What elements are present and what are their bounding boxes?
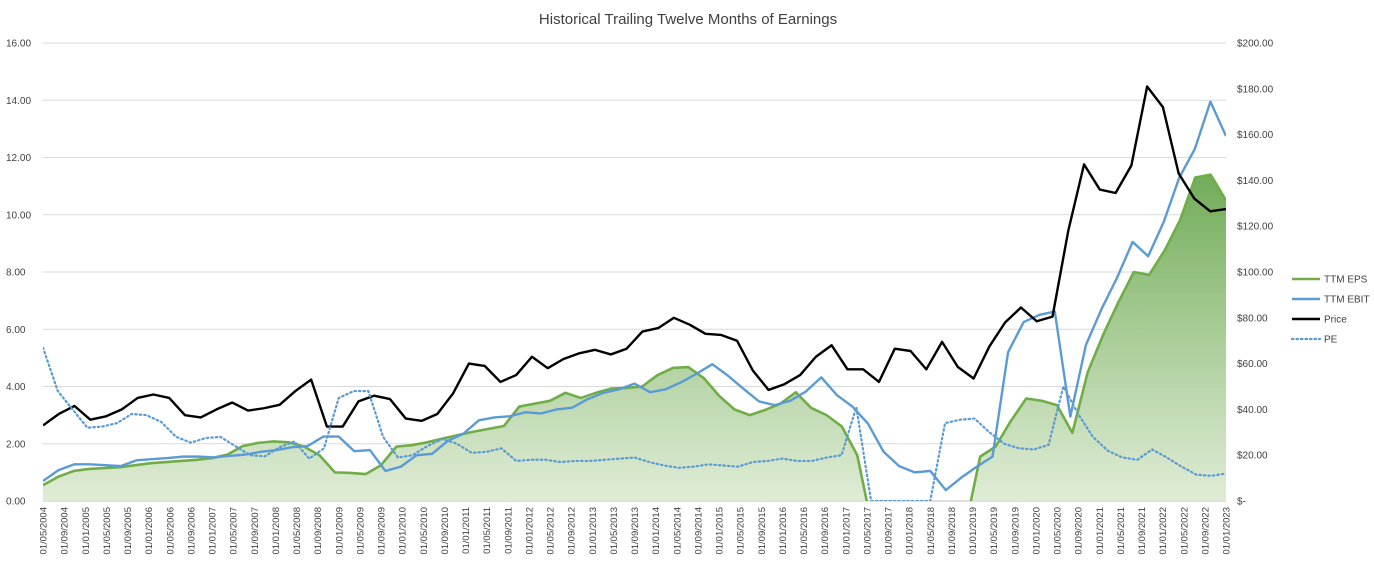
x-tick-label: 01/05/2018 [926, 507, 937, 555]
x-tick-label: 01/01/2010 [398, 507, 409, 555]
x-tick-label: 01/09/2010 [440, 507, 451, 555]
line-layer [43, 85, 1226, 501]
x-tick-label: 01/09/2009 [377, 507, 388, 555]
series-area-ttm-eps [43, 174, 1226, 501]
x-tick-label: 01/05/2008 [292, 507, 303, 555]
x-tick-label: 01/05/2013 [609, 507, 620, 555]
x-tick-label: 01/09/2015 [757, 507, 768, 555]
x-tick-label: 01/09/2018 [947, 507, 958, 555]
x-tick-label: 01/05/2010 [419, 507, 430, 555]
left-y-axis: 0.00 2.00 4.00 6.00 8.00 10.00 12.00 14.00 16.00 [6, 39, 31, 508]
gridlines [43, 42, 1226, 502]
x-tick-label: 01/05/2021 [1116, 507, 1127, 555]
x-tick-label: 01/05/2004 [39, 507, 50, 555]
left-tick-label: 16.00 [6, 39, 31, 50]
x-tick-label: 01/05/2020 [1053, 507, 1064, 555]
x-tick-label: 01/09/2020 [1074, 507, 1085, 555]
x-tick-label: 01/05/2012 [546, 507, 557, 555]
x-tick-label: 01/01/2015 [715, 507, 726, 555]
x-tick-label: 01/01/2016 [778, 507, 789, 555]
x-tick-label: 01/05/2014 [672, 507, 683, 555]
x-tick-label: 01/05/2022 [1179, 507, 1190, 555]
x-tick-label: 01/01/2006 [144, 507, 155, 555]
series-line-ttm-ebit [43, 100, 1226, 492]
left-tick-label: 6.00 [6, 325, 26, 336]
x-tick-label: 01/09/2014 [693, 507, 704, 555]
legend-label: Price [1324, 315, 1347, 326]
x-tick-label: 01/09/2011 [503, 507, 514, 554]
x-axis: 01/05/2004 01/09/2004 01/01/2005 01/05/2005… [39, 507, 1233, 555]
legend: TTM EPS TTM EBIT Price PE [1290, 275, 1370, 346]
left-tick-label: 14.00 [6, 96, 31, 107]
x-tick-label: 01/09/2013 [630, 507, 641, 555]
left-tick-label: 8.00 [6, 268, 26, 279]
x-tick-label: 01/09/2016 [820, 507, 831, 555]
right-tick-label: $200.00 [1237, 39, 1274, 50]
left-tick-label: 12.00 [6, 153, 31, 164]
right-tick-label: $- [1237, 497, 1246, 508]
x-tick-label: 01/09/2012 [567, 507, 578, 555]
x-tick-label: 01/05/2009 [355, 507, 366, 555]
legend-label: TTM EPS [1324, 275, 1368, 286]
x-tick-label: 01/01/2012 [524, 507, 535, 555]
right-tick-label: $80.00 [1237, 313, 1268, 324]
x-tick-label: 01/05/2015 [736, 507, 747, 555]
x-tick-label: 01/05/2005 [102, 507, 113, 555]
x-tick-label: 01/01/2005 [81, 507, 92, 555]
x-tick-label: 01/01/2023 [1222, 507, 1233, 555]
right-y-axis: $- $20.00 $40.00 $60.00 $80.00 $100.00 $120.00… [1237, 39, 1274, 508]
x-tick-label: 01/01/2013 [588, 507, 599, 555]
x-tick-label: 01/05/2016 [799, 507, 810, 555]
x-tick-label: 01/01/2021 [1095, 507, 1106, 555]
x-tick-label: 01/01/2008 [271, 507, 282, 555]
series-line-ttm-eps [43, 173, 1226, 501]
x-tick-label: 01/01/2020 [1031, 507, 1042, 555]
right-tick-label: $20.00 [1237, 451, 1268, 462]
x-tick-label: 01/01/2022 [1158, 507, 1169, 555]
x-tick-label: 01/09/2006 [186, 507, 197, 555]
x-tick-label: 01/01/2018 [905, 507, 916, 555]
x-tick-label: 01/01/2007 [208, 507, 219, 555]
series-line-price [43, 85, 1226, 428]
area-layer [43, 174, 1226, 501]
x-tick-label: 01/09/2022 [1200, 507, 1211, 555]
x-tick-label: 01/01/2017 [841, 507, 852, 555]
left-tick-label: 4.00 [6, 382, 26, 393]
x-tick-label: 01/05/2019 [989, 507, 1000, 555]
x-tick-label: 01/09/2017 [884, 507, 895, 555]
legend-label: PE [1324, 335, 1338, 346]
chart-title: Historical Trailing Twelve Months of Ear… [539, 11, 837, 28]
right-tick-label: $160.00 [1237, 130, 1274, 141]
x-tick-label: 01/01/2019 [968, 507, 979, 555]
right-tick-label: $40.00 [1237, 405, 1268, 416]
x-tick-label: 01/05/2011 [482, 507, 493, 554]
x-tick-label: 01/05/2007 [229, 507, 240, 555]
x-tick-label: 01/09/2004 [60, 507, 71, 555]
x-tick-label: 01/01/2009 [334, 507, 345, 555]
x-tick-label: 01/09/2007 [250, 507, 261, 555]
series-line-pe [43, 346, 1226, 501]
x-tick-label: 01/05/2017 [862, 507, 873, 555]
x-tick-label: 01/05/2006 [165, 507, 176, 555]
left-tick-label: 0.00 [6, 497, 26, 508]
legend-label: TTM EBIT [1324, 295, 1370, 306]
right-tick-label: $120.00 [1237, 222, 1274, 233]
x-tick-label: 01/01/2014 [651, 507, 662, 555]
right-tick-label: $100.00 [1237, 268, 1274, 279]
left-tick-label: 2.00 [6, 439, 26, 450]
right-tick-label: $140.00 [1237, 176, 1274, 187]
right-tick-label: $180.00 [1237, 84, 1274, 95]
left-tick-label: 10.00 [6, 210, 31, 221]
x-tick-label: 01/09/2005 [123, 507, 134, 555]
x-tick-label: 01/09/2008 [313, 507, 324, 555]
x-tick-label: 01/09/2021 [1137, 507, 1148, 555]
right-tick-label: $60.00 [1237, 359, 1268, 370]
x-tick-label: 01/09/2019 [1010, 507, 1021, 555]
x-tick-label: 01/01/2011 [461, 507, 472, 554]
